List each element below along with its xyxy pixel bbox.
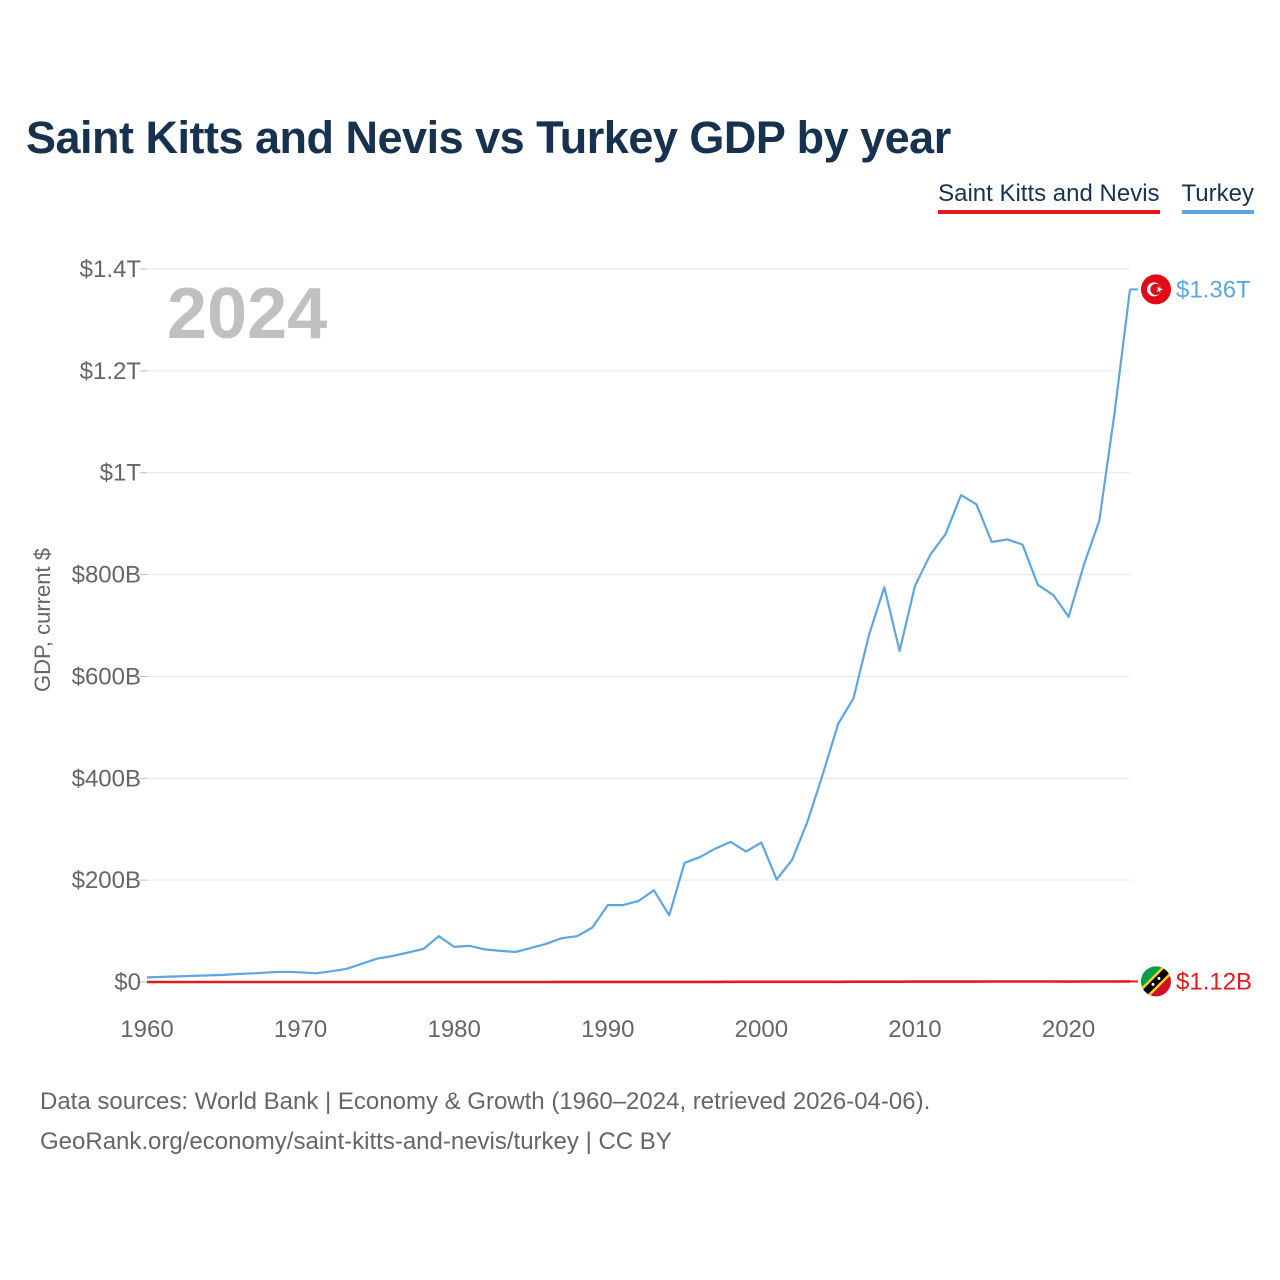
y-tick-label: $0 <box>114 969 141 996</box>
x-tick-label: 1960 <box>120 1016 173 1043</box>
turkey-flag-icon <box>1141 274 1171 305</box>
y-tick-label: $1T <box>100 460 142 487</box>
y-tick-label: $400B <box>72 765 141 792</box>
legend-item-turkey[interactable]: Turkey <box>1181 180 1254 214</box>
legend-item-saint-kitts-and-nevis[interactable]: Saint Kitts and Nevis <box>938 180 1160 214</box>
x-tick-label: 1990 <box>581 1016 634 1043</box>
y-tick-label: $600B <box>72 663 141 690</box>
end-value-label: $1.36T <box>1176 276 1251 303</box>
saint-kitts-and-nevis-flag-icon <box>1141 966 1171 997</box>
y-tick-label: $800B <box>72 562 141 589</box>
y-tick-label: $1.2T <box>80 358 142 385</box>
chart-title: Saint Kitts and Nevis vs Turkey GDP by y… <box>26 112 951 163</box>
legend: Saint Kitts and Nevis Turkey <box>938 180 1254 214</box>
y-tick-label: $1.4T <box>80 256 142 283</box>
y-tick-label: $200B <box>72 867 141 894</box>
y-axis-label: GDP, current $ <box>30 548 55 692</box>
footer: Data sources: World Bank | Economy & Gro… <box>40 1082 930 1162</box>
x-tick-label: 1980 <box>427 1016 480 1043</box>
series-line-turkey[interactable] <box>146 289 1132 979</box>
year-watermark: 2024 <box>167 274 327 354</box>
series-line-saint-kitts-and-nevis[interactable] <box>147 980 1131 984</box>
end-value-label: $1.12B <box>1176 968 1252 995</box>
x-tick-label: 1970 <box>274 1016 327 1043</box>
x-tick-label: 2000 <box>735 1016 788 1043</box>
x-tick-label: 2010 <box>888 1016 941 1043</box>
x-tick-label: 2020 <box>1042 1016 1095 1043</box>
data-sources-text: Data sources: World Bank | Economy & Gro… <box>40 1088 931 1115</box>
source-url-text[interactable]: GeoRank.org/economy/saint-kitts-and-nevi… <box>40 1128 672 1155</box>
